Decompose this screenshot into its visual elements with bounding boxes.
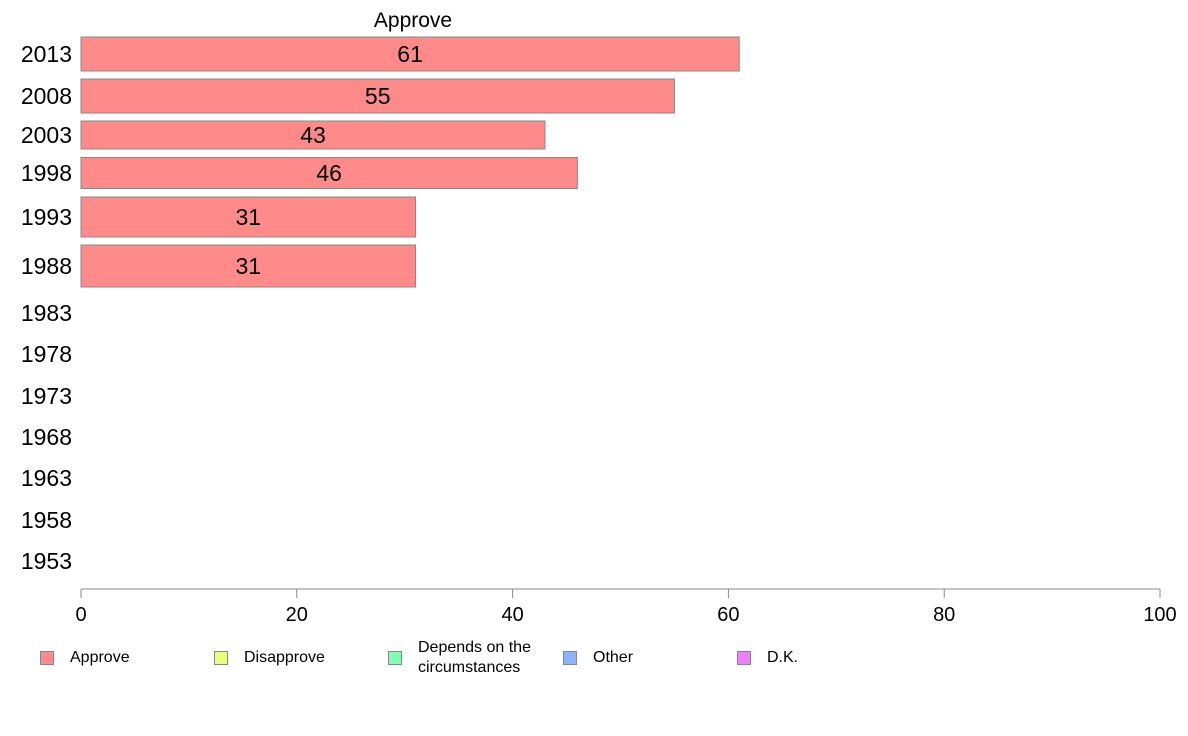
legend-label-other: Other (593, 649, 634, 666)
bar (80, 78, 675, 114)
y-tick-label: 1988 (21, 253, 72, 279)
legend-label-approve: Approve (70, 649, 130, 666)
x-tick-label: 0 (75, 604, 86, 626)
legend-label-dk: D.K. (767, 649, 799, 666)
legend-label-depends: Depends on the circumstances (418, 639, 531, 676)
bar (80, 244, 416, 288)
chart-title: Approve (374, 9, 452, 32)
bar (80, 196, 416, 238)
y-tick-label: 2013 (21, 41, 72, 67)
legend-item-approve: Approve (40, 638, 130, 678)
x-tick-label: 20 (286, 604, 308, 626)
legend-item-other: Other (563, 638, 633, 678)
legend-swatch-dk (737, 651, 751, 665)
bar (80, 120, 546, 150)
bar-value-label: 31 (235, 204, 261, 230)
x-tick-label: 100 (1143, 604, 1176, 626)
bar (80, 36, 740, 72)
bar-value-label: 46 (316, 160, 342, 186)
legend-swatch-other (563, 651, 577, 665)
legend-label-disapprove: Disapprove (244, 649, 325, 666)
legend-item-depends: Depends on the circumstances (388, 638, 531, 678)
bar-value-label: 43 (300, 122, 326, 148)
y-tick-label: 1958 (21, 507, 72, 533)
y-tick-label: 1998 (21, 160, 72, 186)
bar-value-label: 55 (365, 83, 391, 109)
y-tick-label: 2003 (21, 122, 72, 148)
legend: Approve Disapprove Depends on the circum… (0, 638, 1188, 688)
bar-value-label: 61 (397, 41, 423, 67)
bar-value-label: 31 (235, 253, 261, 279)
bar (80, 157, 578, 189)
legend-item-dk: D.K. (737, 638, 798, 678)
x-tick-label: 80 (933, 604, 955, 626)
y-tick-label: 1993 (21, 204, 72, 230)
y-tick-label: 1968 (21, 424, 72, 450)
legend-item-disapprove: Disapprove (214, 638, 325, 678)
y-tick-label: 2008 (21, 83, 72, 109)
x-tick-label: 60 (717, 604, 739, 626)
x-tick-label: 40 (501, 604, 523, 626)
y-tick-label: 1978 (21, 341, 72, 367)
y-axis-labels: 2013 2008 2003 1998 1993 1988 1983 1978 1973 1968… (21, 41, 72, 574)
legend-swatch-depends (388, 651, 402, 665)
x-axis: 0 20 40 60 80 100 (75, 588, 1177, 626)
legend-swatch-approve (40, 651, 54, 665)
legend-swatch-disapprove (214, 651, 228, 665)
y-tick-label: 1983 (21, 300, 72, 326)
y-tick-label: 1963 (21, 465, 72, 491)
y-tick-label: 1973 (21, 383, 72, 409)
y-tick-label: 1953 (21, 548, 72, 574)
